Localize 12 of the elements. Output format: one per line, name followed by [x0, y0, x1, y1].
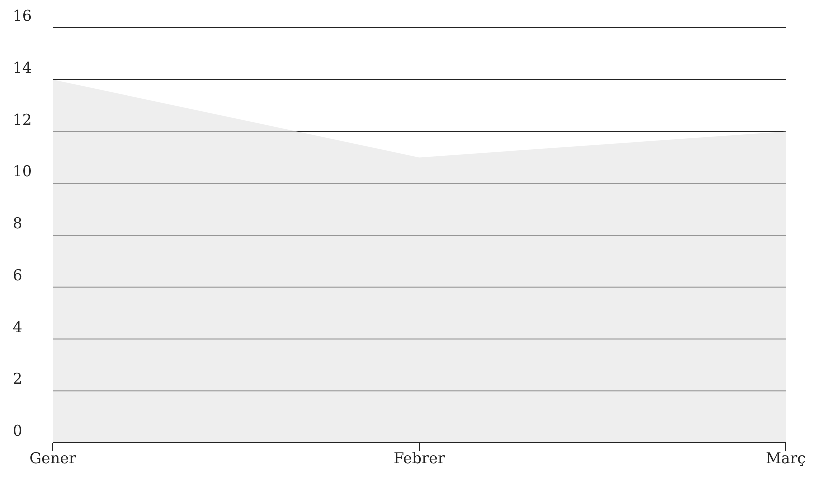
y-tick-label: 8	[13, 214, 23, 232]
y-tick-label: 16	[13, 7, 32, 25]
y-tick-label: 10	[13, 162, 32, 181]
y-tick-label: 4	[13, 318, 23, 336]
x-tick-label: Febrer	[394, 450, 446, 468]
x-tick-label: Gener	[30, 450, 78, 468]
y-tick-label: 14	[13, 58, 32, 77]
y-tick-label: 6	[13, 266, 23, 284]
x-tick-label: Març	[766, 450, 806, 468]
y-tick-label: 12	[13, 110, 32, 129]
y-tick-label: 2	[13, 370, 23, 388]
y-tick-label: 0	[13, 422, 23, 440]
